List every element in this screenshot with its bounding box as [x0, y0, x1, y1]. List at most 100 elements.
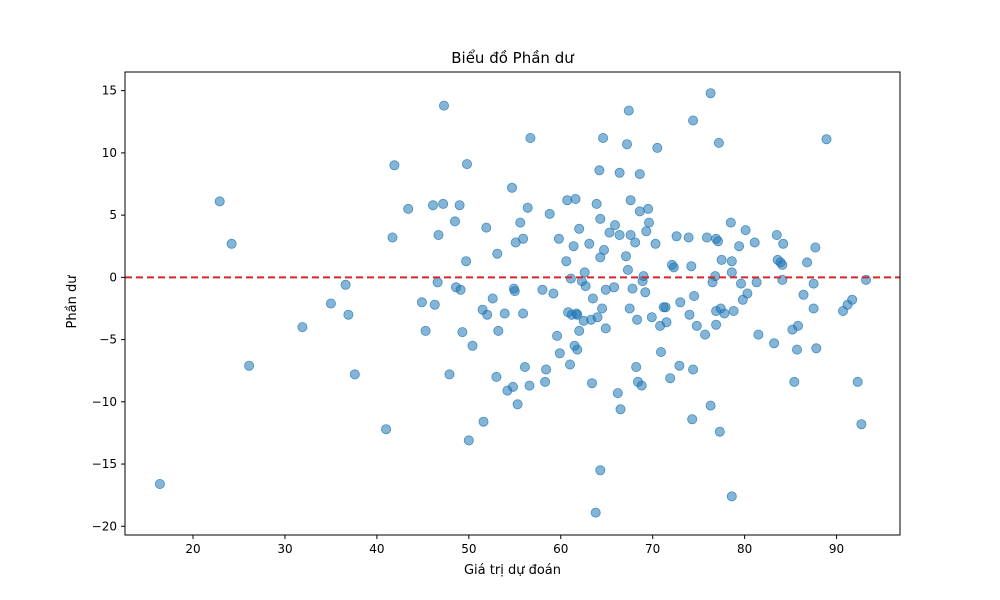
- data-point: [624, 303, 635, 314]
- x-tick-label: 40: [369, 542, 384, 556]
- data-point: [455, 284, 466, 295]
- data-point: [244, 360, 255, 371]
- data-point: [674, 360, 685, 371]
- y-tick-label: 10: [102, 146, 117, 160]
- data-point: [632, 314, 643, 325]
- data-point: [751, 277, 762, 288]
- data-point: [518, 308, 529, 319]
- data-point: [554, 348, 565, 359]
- x-tick-label: 90: [829, 542, 844, 556]
- data-point: [656, 346, 667, 357]
- data-point: [349, 369, 360, 380]
- data-point: [387, 232, 398, 243]
- data-point: [579, 267, 590, 278]
- data-point: [610, 220, 621, 231]
- data-point: [634, 206, 645, 217]
- data-point: [449, 216, 460, 227]
- data-point: [811, 343, 822, 354]
- data-point: [592, 312, 603, 323]
- data-point: [671, 231, 682, 242]
- data-point: [644, 217, 655, 228]
- data-point: [478, 416, 489, 427]
- data-point: [631, 361, 642, 372]
- x-tick-label: 80: [737, 542, 752, 556]
- data-point: [688, 115, 699, 126]
- data-point: [636, 380, 647, 391]
- data-point: [810, 242, 821, 253]
- data-point: [634, 169, 645, 180]
- data-point: [584, 238, 595, 249]
- data-point: [660, 302, 671, 313]
- data-point: [438, 100, 449, 111]
- data-point: [600, 323, 611, 334]
- data-point: [481, 222, 492, 233]
- data-point: [512, 399, 523, 410]
- data-point: [683, 232, 694, 243]
- data-point: [728, 305, 739, 316]
- data-point: [650, 238, 661, 249]
- data-point: [570, 193, 581, 204]
- y-tick-label: 5: [109, 208, 117, 222]
- data-point: [640, 287, 651, 298]
- data-point: [544, 208, 555, 219]
- data-point: [491, 371, 502, 382]
- data-point: [548, 288, 559, 299]
- data-point: [438, 198, 449, 209]
- data-point: [599, 244, 610, 255]
- data-points: [154, 88, 872, 518]
- y-tick-label: −10: [92, 395, 117, 409]
- data-point: [389, 160, 400, 171]
- data-point: [778, 238, 789, 249]
- data-point: [598, 132, 609, 143]
- data-point: [604, 227, 615, 238]
- data-point: [444, 369, 455, 380]
- data-point: [506, 182, 517, 193]
- data-point: [565, 359, 576, 370]
- x-tick-label: 70: [645, 542, 660, 556]
- data-point: [701, 232, 712, 243]
- data-point: [625, 229, 636, 240]
- data-point: [416, 297, 427, 308]
- data-point: [591, 198, 602, 209]
- x-axis-label: Giá trị dự đoán: [464, 563, 561, 578]
- data-point: [793, 320, 804, 331]
- data-point: [643, 203, 654, 214]
- data-point: [689, 290, 700, 301]
- data-point: [214, 196, 225, 207]
- data-point: [540, 376, 551, 387]
- data-point: [661, 317, 672, 328]
- data-point: [420, 325, 431, 336]
- data-point: [509, 286, 520, 297]
- data-point: [562, 195, 573, 206]
- data-point: [641, 226, 652, 237]
- data-point: [705, 400, 716, 411]
- x-axis-ticks: 20 30 40 50 60 70 80 90: [185, 535, 844, 556]
- data-point: [492, 248, 503, 259]
- data-point: [553, 233, 564, 244]
- data-point: [771, 229, 782, 240]
- data-point: [507, 381, 518, 392]
- data-point: [427, 200, 438, 211]
- data-point: [597, 303, 608, 314]
- data-point: [622, 139, 633, 150]
- data-point: [454, 200, 465, 211]
- data-point: [572, 309, 583, 320]
- data-point: [615, 404, 626, 415]
- data-point: [574, 223, 585, 234]
- data-point: [525, 132, 536, 143]
- data-point: [725, 217, 736, 228]
- data-point: [154, 478, 165, 489]
- y-tick-label: 15: [102, 84, 117, 98]
- data-point: [711, 319, 722, 330]
- data-point: [742, 288, 753, 299]
- data-point: [574, 325, 585, 336]
- data-point: [325, 298, 336, 309]
- data-point: [594, 165, 605, 176]
- data-point: [726, 491, 737, 502]
- data-point: [852, 376, 863, 387]
- y-tick-label: 0: [109, 270, 117, 284]
- x-tick-label: 60: [553, 542, 568, 556]
- data-point: [789, 376, 800, 387]
- data-point: [688, 364, 699, 375]
- data-point: [297, 322, 308, 333]
